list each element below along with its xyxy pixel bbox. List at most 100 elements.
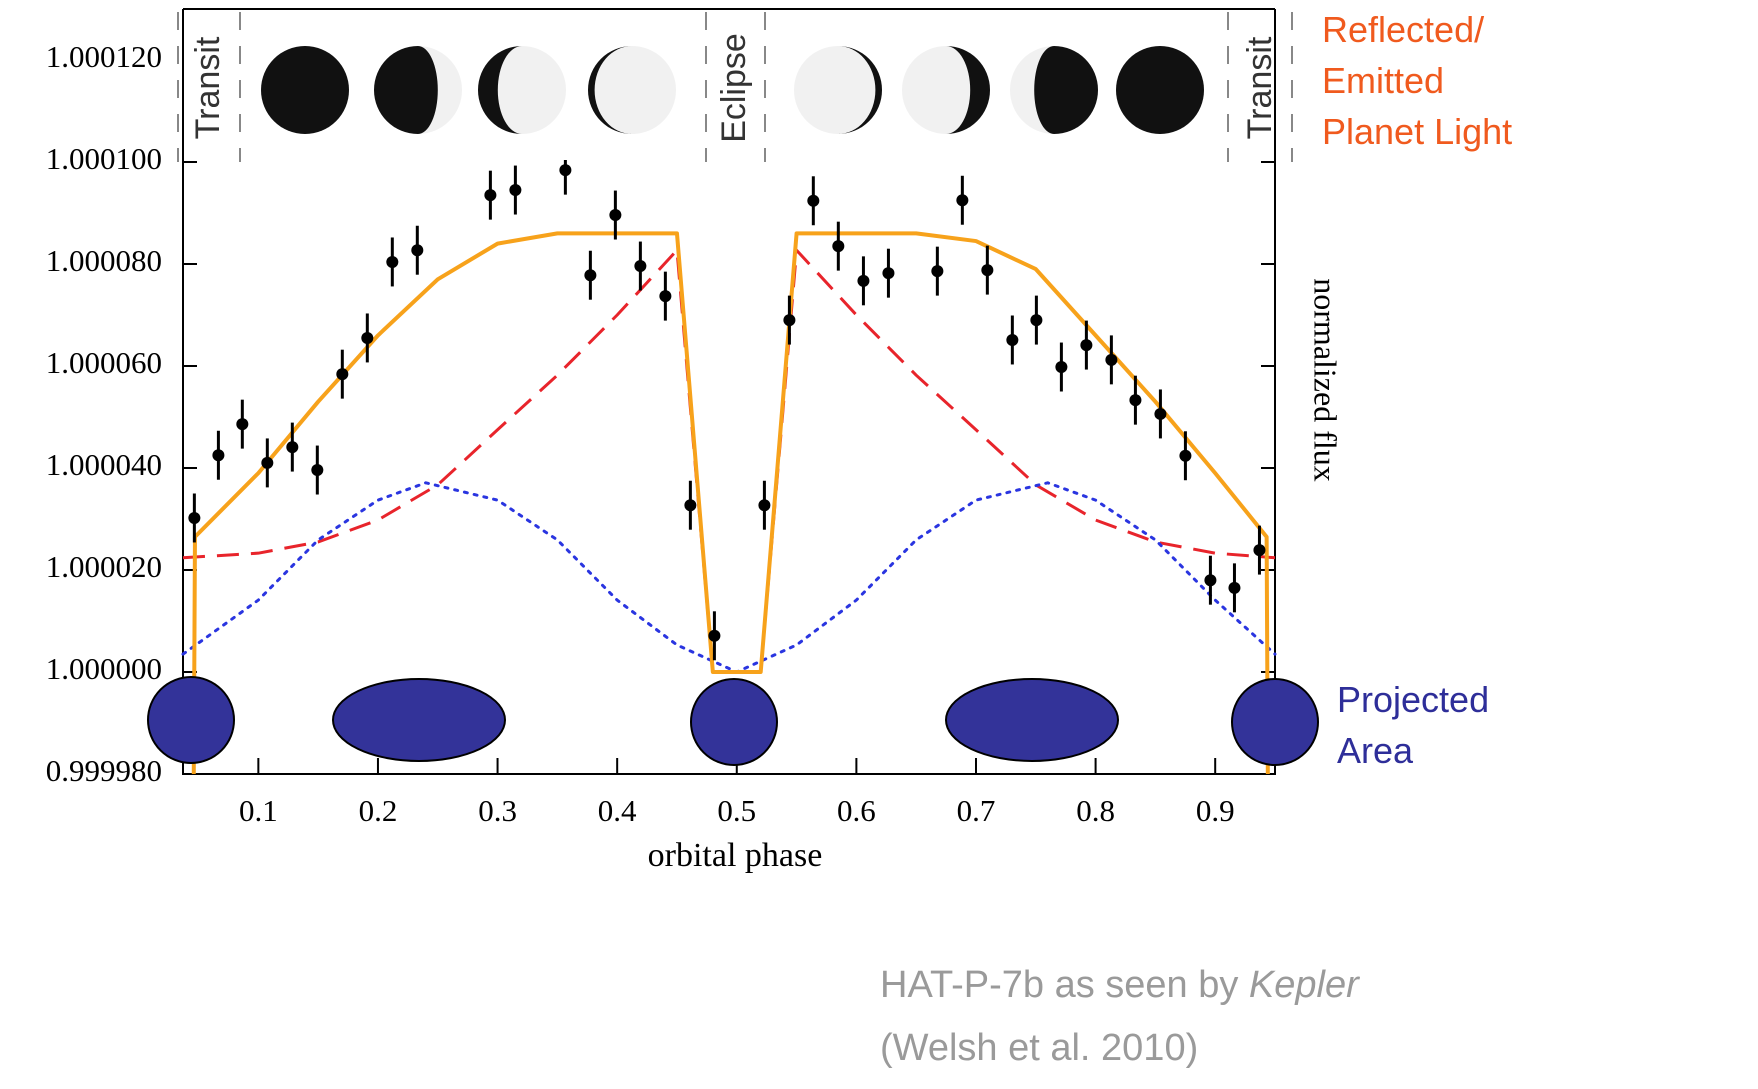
x-tick-label: 0.2 [359, 793, 398, 828]
x-tick-label: 0.3 [478, 793, 517, 828]
y-tick-label: 1.000060 [46, 345, 162, 380]
y-tick-label: 1.000100 [46, 141, 162, 176]
model-curve [182, 248, 1276, 674]
moon [374, 46, 462, 134]
y-axis-label: normalized flux [1308, 278, 1344, 481]
x-tick-label: 0.4 [598, 793, 637, 828]
light-label-line: Planet Light [1322, 111, 1512, 152]
data-point [188, 511, 201, 524]
x-tick-label: 0.1 [239, 793, 278, 828]
phase-panel: Transit Eclipse Transit [177, 8, 1293, 162]
area-label: Projected Area [1337, 679, 1489, 771]
data-point [1228, 581, 1241, 594]
data-point [1105, 353, 1118, 366]
data-point [634, 260, 647, 273]
y-tick-label: 1.000120 [46, 39, 162, 74]
data-point [336, 368, 349, 381]
data-point [1204, 574, 1217, 587]
data-point [1006, 333, 1019, 346]
panel-label: Transit [1241, 36, 1279, 139]
plot-area [181, 9, 1277, 775]
y-tick-label: 1.000000 [46, 651, 162, 686]
caption: HAT-P-7b as seen by Kepler (Welsh et al.… [880, 964, 1360, 1069]
data-point [807, 194, 820, 207]
moon-dark [374, 46, 438, 134]
data-point [484, 189, 497, 202]
light-label: Reflected/ Emitted Planet Light [1322, 9, 1512, 152]
light-label-line: Reflected/ [1322, 9, 1484, 50]
projected-disk [332, 678, 506, 762]
caption-text: HAT-P-7b as seen by [880, 964, 1249, 1006]
data-point [212, 449, 225, 462]
caption-italic: Kepler [1249, 964, 1360, 1006]
moon-dark [1034, 46, 1098, 134]
data-point [509, 184, 522, 197]
moon [588, 46, 676, 134]
y-tick-label: 1.000080 [46, 243, 162, 278]
moon-dark [946, 46, 990, 134]
data-point [758, 499, 771, 512]
projected-disk [1231, 678, 1319, 766]
phase-moons [261, 46, 1204, 134]
data-point [1080, 339, 1093, 352]
moon-dark [478, 46, 522, 134]
x-tick-label: 0.9 [1196, 793, 1235, 828]
data-point [286, 441, 299, 454]
y-tick-label: 1.000040 [46, 447, 162, 482]
data-point [882, 267, 895, 280]
projected-disk [945, 678, 1119, 762]
light-label-line: Emitted [1322, 60, 1444, 101]
moon [261, 46, 349, 134]
data-point [559, 164, 572, 177]
area-label-line: Area [1337, 730, 1414, 771]
moon-disk [794, 46, 882, 134]
moon-dark [1116, 46, 1204, 134]
projected-disk [690, 678, 778, 766]
data-point [684, 499, 697, 512]
data-point [236, 418, 249, 431]
data-point [361, 331, 374, 344]
moon [794, 46, 882, 134]
panel-dividers [177, 12, 1293, 162]
data-point [1179, 449, 1192, 462]
projected-area-shapes [147, 676, 1319, 766]
data-point [708, 629, 721, 642]
moon-dark [261, 46, 349, 134]
x-tick-label: 0.8 [1076, 793, 1115, 828]
data-point [931, 265, 944, 278]
data-point [386, 255, 399, 268]
panel-label: Eclipse [715, 33, 753, 143]
data-point [1129, 394, 1142, 407]
data-point [832, 240, 845, 253]
data-point [609, 209, 622, 222]
caption-line: (Welsh et al. 2010) [880, 1027, 1198, 1069]
x-tick-label: 0.6 [837, 793, 876, 828]
data-point [1154, 407, 1167, 420]
area-label-line: Projected [1337, 679, 1489, 720]
model-curve [191, 231, 1270, 775]
moon-dark [838, 46, 882, 134]
data-point [311, 464, 324, 477]
model-curve [181, 481, 1277, 674]
panel-label: Transit [189, 36, 227, 139]
data-point [1055, 361, 1068, 374]
y-tick-label: 0.999980 [46, 753, 162, 788]
moon [902, 46, 990, 134]
data-point [857, 274, 870, 287]
data-point [411, 244, 424, 257]
data-point [1253, 544, 1266, 557]
caption-line: HAT-P-7b as seen by Kepler [880, 964, 1360, 1006]
data-point [956, 194, 969, 207]
projected-disk [147, 676, 235, 764]
data-point [584, 269, 597, 282]
moon-disk [588, 46, 676, 134]
x-axis-label: orbital phase [648, 837, 823, 874]
data-point [783, 314, 796, 327]
data-point [981, 264, 994, 277]
moon [1116, 46, 1204, 134]
data-point [659, 290, 672, 303]
moon-dark [588, 46, 632, 134]
x-tick-label: 0.5 [717, 793, 756, 828]
